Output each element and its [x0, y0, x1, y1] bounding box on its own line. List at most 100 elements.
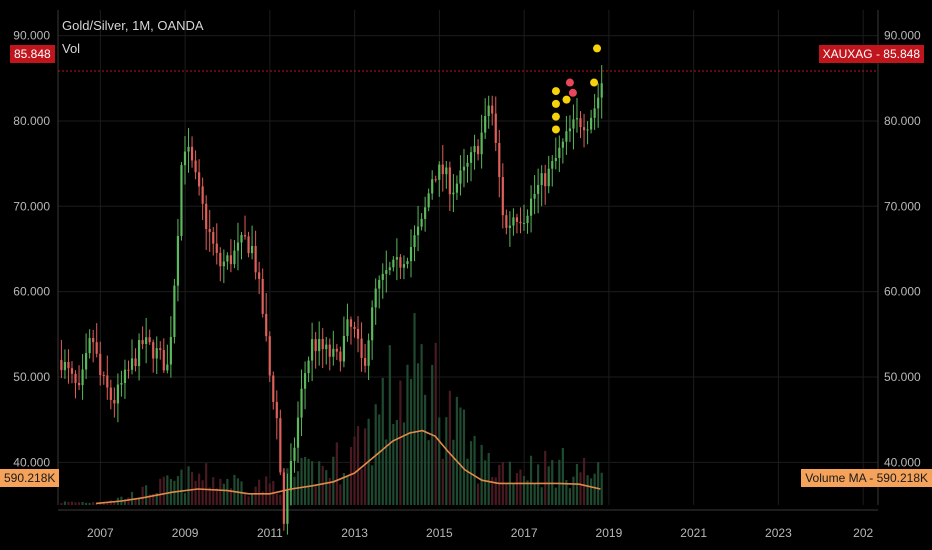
candle-body [600, 83, 603, 98]
candle-body [187, 146, 190, 152]
candle-body [148, 337, 151, 343]
volume-bar [63, 501, 67, 505]
volume-bar [356, 426, 360, 505]
candle-body [137, 340, 141, 367]
volume-bar [572, 476, 575, 505]
volume-bar [597, 462, 600, 505]
candle-body [491, 105, 494, 114]
volume-bar [455, 396, 459, 505]
last-price-value-right: 85.848 [883, 47, 920, 61]
volume-bar [145, 485, 148, 505]
candle-body [441, 164, 444, 175]
candle-body [501, 177, 504, 216]
candle-body [169, 336, 172, 365]
signal-dot [551, 112, 560, 121]
volume-bar [183, 493, 187, 505]
candle-body [388, 267, 391, 271]
volume-bar [459, 407, 462, 505]
candle-body [261, 278, 264, 314]
volume-bar [300, 457, 303, 505]
y-tick-label: 60.000 [13, 285, 50, 299]
candle-body [487, 105, 490, 117]
candle-body [452, 192, 455, 195]
volume-bar [325, 470, 328, 505]
candle-body [455, 183, 459, 193]
candle-body [180, 165, 183, 236]
x-tick-label: 2011 [257, 526, 283, 540]
candle-body [519, 221, 522, 224]
candle-body [568, 128, 572, 132]
volume-bar [529, 455, 533, 505]
volume-bar [462, 409, 466, 505]
volume-bar [99, 502, 102, 505]
volume-bar [353, 436, 356, 505]
candle-body [413, 235, 416, 248]
candle-body [321, 338, 324, 350]
candle-body [353, 326, 356, 329]
volume-bar [395, 419, 398, 505]
volume-bar [554, 487, 557, 505]
candle-body [420, 218, 423, 227]
candle-body [173, 285, 176, 337]
volume-bar [416, 363, 420, 505]
candle-body [448, 167, 451, 195]
volume-indicator-label[interactable]: Vol [62, 41, 81, 56]
volume-bar [67, 501, 70, 505]
candle-body [314, 339, 317, 352]
symbol-title[interactable]: Gold/Silver, 1M, OANDA [62, 18, 204, 33]
volume-bar [565, 479, 568, 505]
candle-body [268, 336, 271, 376]
volume-bar [544, 450, 547, 505]
volume-bar [519, 469, 522, 505]
volume-bar [515, 472, 519, 505]
candle-body [544, 173, 547, 187]
candle-body [434, 179, 437, 181]
candle-body [526, 215, 529, 224]
volume-bar [134, 499, 137, 505]
candle-body [325, 344, 328, 350]
volume-bar [480, 444, 483, 505]
signal-dot [590, 78, 599, 87]
volume-bar [190, 471, 194, 505]
volume-bar [173, 480, 176, 505]
candle-body [466, 162, 469, 167]
candle-body [233, 250, 236, 265]
candle-body [265, 313, 268, 337]
signal-dot [551, 125, 560, 134]
candle-body [81, 369, 84, 386]
volume-bar [92, 502, 95, 505]
volume-bar [385, 439, 388, 505]
volume-bar [505, 483, 508, 505]
volume-bar [466, 458, 469, 505]
candle-body [60, 359, 63, 371]
candle-body [77, 382, 81, 386]
candle-body [296, 417, 300, 448]
candle-body [339, 351, 342, 362]
candle-body [92, 338, 95, 343]
volume-bar [378, 414, 381, 505]
candle-body [208, 228, 211, 233]
candle-body [162, 350, 165, 371]
volume-bar [551, 460, 554, 505]
signal-dot [551, 99, 560, 108]
volume-bar [243, 493, 247, 505]
volume-bar [342, 472, 345, 505]
candle-body [74, 373, 77, 383]
candle-body [427, 193, 430, 208]
candle-body [371, 307, 374, 341]
volume-bar [339, 484, 342, 505]
volume-bar [60, 503, 63, 505]
candle-body [130, 358, 134, 370]
volume-bar [498, 464, 501, 505]
candle-body [70, 368, 74, 374]
candle-body [229, 255, 232, 265]
volume-bar [399, 380, 402, 505]
candle-body [342, 335, 345, 362]
candle-body [113, 399, 116, 404]
volume-ma-value-left: 590.218K [4, 471, 56, 485]
volume-bar [318, 461, 321, 505]
y-tick-label: 50.000 [884, 370, 921, 384]
candle-body [109, 387, 112, 400]
candle-body [406, 261, 409, 265]
